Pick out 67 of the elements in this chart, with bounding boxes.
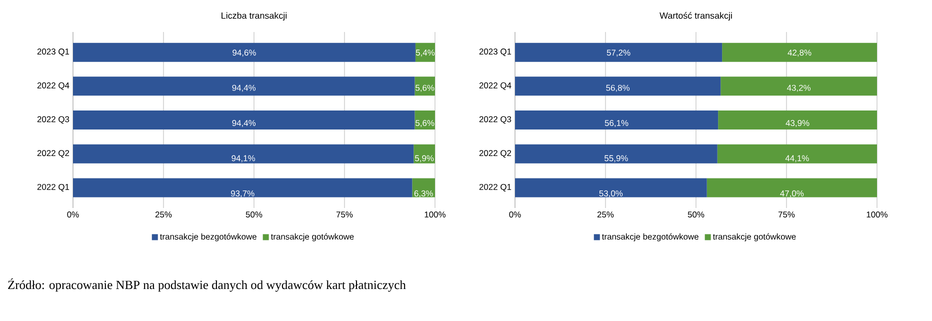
data-label: 44,1% bbox=[785, 155, 809, 162]
data-label: 56,1% bbox=[604, 120, 628, 128]
x-tick-label: 50% bbox=[246, 212, 262, 218]
bar bbox=[73, 178, 412, 198]
data-label: 55,9% bbox=[604, 155, 628, 162]
x-tick-label: 25% bbox=[155, 212, 172, 218]
x-tick-label: 25% bbox=[597, 212, 614, 218]
y-tick-label: 2022 Q2 bbox=[37, 150, 70, 158]
bar bbox=[415, 42, 436, 62]
data-label: 53,0% bbox=[599, 190, 623, 198]
legend-label: transakcje bezgotówkowe bbox=[160, 233, 256, 242]
y-tick-label: 2022 Q4 bbox=[37, 82, 70, 90]
data-label: 5,6% bbox=[416, 120, 434, 128]
y-tick-label: 2022 Q1 bbox=[37, 184, 70, 192]
x-tick-label: 100% bbox=[424, 212, 446, 218]
bar bbox=[414, 76, 436, 96]
bar bbox=[73, 42, 416, 62]
x-tick-label: 0% bbox=[67, 212, 79, 218]
bar bbox=[515, 76, 721, 96]
bar bbox=[515, 144, 718, 164]
data-label: 57,2% bbox=[606, 50, 630, 57]
bar bbox=[412, 178, 436, 198]
data-label: 94,4% bbox=[232, 84, 256, 92]
legend-label: transakcje gotówkowe bbox=[270, 233, 354, 242]
y-tick-label: 2022 Q3 bbox=[479, 116, 512, 124]
bar bbox=[414, 110, 436, 130]
bar bbox=[73, 76, 415, 96]
data-label: 94,6% bbox=[232, 50, 256, 57]
y-tick-label: 2022 Q4 bbox=[479, 82, 512, 90]
y-tick-label: 2022 Q1 bbox=[479, 184, 512, 192]
data-label: 5,6% bbox=[416, 84, 434, 92]
x-tick-label: 75% bbox=[778, 212, 795, 218]
bar bbox=[706, 178, 878, 198]
bar bbox=[515, 42, 722, 62]
data-label: 5,9% bbox=[415, 155, 434, 162]
bar bbox=[73, 110, 415, 130]
data-label: 42,8% bbox=[788, 50, 812, 57]
y-tick-label: 2023 Q1 bbox=[479, 48, 512, 56]
x-tick-label: 0% bbox=[509, 212, 521, 218]
bar bbox=[720, 76, 878, 96]
data-label: 93,7% bbox=[230, 190, 254, 198]
legend-label: transakcje bezgotówkowe bbox=[602, 233, 698, 242]
bar bbox=[73, 144, 414, 164]
y-tick-label: 2022 Q2 bbox=[479, 150, 512, 158]
chart-title: Wartość transakcji bbox=[660, 12, 732, 21]
legend-label: transakcje gotówkowe bbox=[712, 233, 796, 242]
bar bbox=[414, 144, 436, 164]
data-label: 47,0% bbox=[780, 190, 804, 198]
bar bbox=[717, 144, 878, 164]
bar bbox=[515, 110, 718, 130]
data-label: 94,4% bbox=[232, 120, 256, 128]
bar bbox=[718, 110, 878, 130]
x-tick-label: 75% bbox=[336, 212, 353, 218]
bar bbox=[722, 42, 878, 62]
data-label: 6,3% bbox=[414, 190, 433, 198]
data-label: 43,2% bbox=[787, 84, 811, 92]
data-label: 5,4% bbox=[416, 50, 435, 57]
text: Źródło: opracowanie NBP na podstawie danych od wydawców kart płatniczych bbox=[8, 278, 406, 292]
data-label: 94,1% bbox=[232, 155, 256, 162]
x-tick-label: 50% bbox=[688, 212, 704, 218]
y-tick-label: 2022 Q3 bbox=[37, 116, 70, 124]
bar bbox=[515, 178, 707, 198]
data-label: 43,9% bbox=[786, 120, 810, 128]
x-tick-label: 100% bbox=[866, 212, 888, 218]
y-tick-label: 2023 Q1 bbox=[37, 48, 70, 56]
data-label: 56,8% bbox=[606, 84, 630, 92]
chart-title: Liczba transakcji bbox=[222, 12, 287, 21]
